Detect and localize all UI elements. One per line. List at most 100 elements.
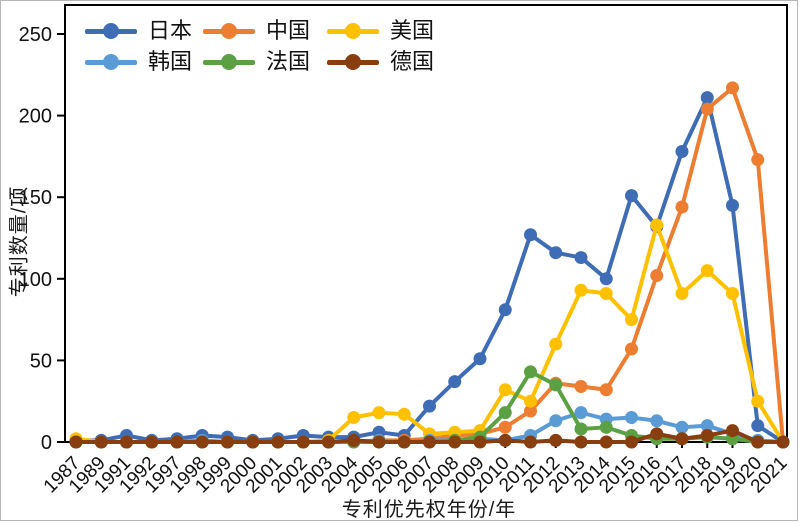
series-usa-point [726,286,739,300]
legend-item-usa: 美国 [327,18,457,44]
y-tick-label: 250 [19,24,52,46]
legend-label-france: 法国 [266,49,311,74]
legend-marker-japan [85,23,137,39]
series-france-point [549,378,563,392]
series-japan-point [549,246,563,260]
series-germany-point [549,433,563,447]
series-china-point [700,102,714,116]
legend-item-japan: 日本 [85,18,203,44]
series-germany-point [145,435,159,449]
series-usa-point [397,407,411,421]
series-france-point [574,422,588,436]
legend-marker-france [203,54,255,70]
series-france-point [498,406,512,420]
series-usa-point [650,218,664,232]
legend-item-france: 法国 [203,49,327,75]
series-china-point [650,269,664,283]
series-china-point [751,153,765,167]
series-japan-point [448,375,462,389]
series-germany-point [675,432,689,446]
series-germany-point [271,435,285,449]
series-korea-point [574,406,588,420]
chart-legend: 日本 中国 美国 韩国 法国 德国 [85,18,457,75]
series-germany-point [599,435,613,449]
series-usa-point [599,286,613,300]
legend-marker-usa [327,23,379,39]
series-germany-point [776,435,790,449]
series-china-point [726,81,739,95]
legend-item-germany: 德国 [327,49,457,75]
series-germany-point [296,435,310,449]
series-germany-point [448,435,462,449]
series-germany-point [372,435,386,449]
legend-dot-icon [103,23,119,39]
series-germany-point [246,435,260,449]
legend-item-korea: 韩国 [85,49,203,75]
series-germany-point [221,435,234,449]
series-japan-point [498,303,512,317]
series-germany-point [195,435,209,449]
series-china-point [625,342,638,356]
series-germany-point [423,435,436,449]
series-japan-point [625,189,638,203]
series-japan-point [675,145,689,159]
y-axis-title: 专利数量/项 [8,185,31,298]
series-germany-point [473,435,487,449]
y-tick-label: 150 [19,187,52,209]
legend-dot-icon [221,54,237,70]
legend-dot-icon [345,23,361,39]
y-tick-label: 200 [19,106,52,128]
series-usa-point [347,411,361,425]
legend-label-usa: 美国 [390,18,435,43]
series-korea-point [625,411,638,425]
series-germany-point [120,435,133,449]
series-usa-point [700,264,714,278]
series-japan-point [726,198,739,212]
series-usa-point [574,283,588,297]
series-china-point [675,200,689,214]
series-usa-point [524,394,537,408]
series-japan-point [574,251,588,265]
series-germany-point [650,427,664,441]
series-germany-point [524,435,537,449]
series-usa-point [625,313,638,327]
series-usa-point [675,286,689,300]
series-france-point [524,365,537,379]
legend-marker-china [203,23,255,39]
series-japan-point [751,419,765,433]
x-axis-title: 专利优先权年份/年 [341,499,517,521]
series-korea-point [675,420,689,434]
series-germany-point [625,435,638,449]
series-japan-point [524,228,537,242]
legend-label-korea: 韩国 [148,49,193,74]
series-korea-point [700,419,714,433]
y-tick-label: 100 [19,269,52,291]
series-usa-point [372,406,386,420]
series-korea-point [549,414,563,428]
series-china-point [498,420,512,434]
series-germany-point [574,435,588,449]
series-usa-point [549,337,563,351]
series-china-point [599,383,613,397]
y-tick-label: 0 [41,432,52,454]
series-germany-point [498,433,512,447]
series-usa-point [751,394,765,408]
series-china-point [524,404,537,418]
legend-dot-icon [103,54,119,70]
series-china-point [574,380,588,394]
legend-dot-icon [221,23,237,39]
series-germany-point [397,435,411,449]
series-france-point [599,420,613,434]
series-germany-point [700,428,714,442]
series-korea-point [650,414,664,428]
series-germany-point [170,435,184,449]
series-germany-point [751,435,765,449]
legend-dot-icon [345,54,361,70]
legend-label-germany: 德国 [390,49,435,74]
legend-label-japan: 日本 [148,18,193,43]
series-germany-point [347,433,361,447]
y-tick-label: 50 [30,350,52,372]
series-germany-point [726,424,739,438]
